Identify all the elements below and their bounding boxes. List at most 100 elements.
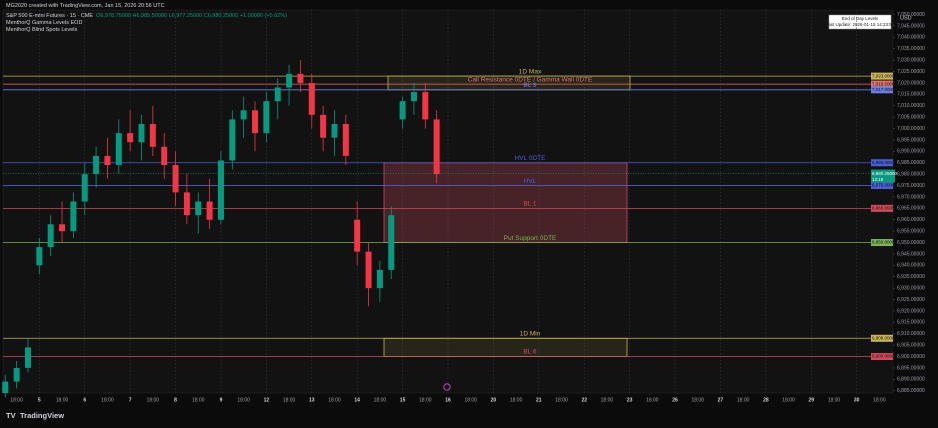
y-tick-label: 7,050.00000	[897, 12, 925, 18]
candle-body	[13, 367, 20, 382]
candle-body	[286, 73, 293, 88]
x-tick-label: 18:00	[510, 397, 523, 403]
y-tick-label: 6,965.00000	[897, 206, 925, 212]
level-tag-label: 6,900.00000	[872, 354, 898, 359]
y-tick-label: 6,910.00000	[897, 331, 925, 337]
candle-body	[195, 201, 202, 216]
level-name: BL 1	[523, 201, 537, 208]
brand[interactable]: TradingView	[20, 411, 64, 420]
y-tick-label: 6,990.00000	[897, 149, 925, 155]
candle-body	[274, 87, 281, 102]
x-tick-label: 18:00	[646, 397, 659, 403]
candle-body	[93, 155, 100, 175]
level-name: 1D Min	[520, 331, 541, 338]
y-tick-label: 6,940.00000	[897, 263, 925, 269]
y-tick-label: 7,025.00000	[897, 69, 925, 75]
candle-body	[149, 123, 156, 147]
level-tag-label: 6,985.00000	[872, 160, 898, 165]
level-tag	[871, 72, 893, 80]
x-tick-label: 18:00	[237, 397, 250, 403]
y-tick-label: 7,020.00000	[897, 80, 925, 86]
y-tick-label: 6,950.00000	[897, 240, 925, 246]
candle-body	[47, 224, 54, 248]
x-tick-label: 18:00	[828, 397, 841, 403]
y-tick-label: 6,960.00000	[897, 217, 925, 223]
x-tick-label: 21	[536, 397, 542, 403]
x-tick-label: 14	[354, 397, 360, 403]
level-name: HVL 0DTE	[515, 155, 546, 162]
x-tick-label: 18:00	[328, 397, 341, 403]
x-tick-label: 18:00	[601, 397, 614, 403]
x-tick-label: 5	[38, 397, 41, 403]
candle-body	[263, 101, 270, 134]
level-name: Put Support 0DTE	[504, 235, 557, 242]
candle-body	[240, 110, 247, 120]
x-tick-label: 18:00	[374, 397, 387, 403]
y-tick-label: 7,015.00000	[897, 92, 925, 98]
y-tick-label: 7,005.00000	[897, 114, 925, 120]
event-icon	[443, 383, 451, 391]
y-tick-label: 7,030.00000	[897, 57, 925, 63]
level-name: Call Resistance 0DTE / Gamma Wall 0DTE	[468, 76, 593, 83]
y-tick-label: 7,000.00000	[897, 126, 925, 132]
y-tick-label: 6,955.00000	[897, 228, 925, 234]
level-tag	[871, 159, 893, 167]
x-tick-label: 18:00	[737, 397, 750, 403]
x-tick-label: 18:00	[419, 397, 432, 403]
level-name: BL 6	[523, 349, 537, 356]
info-box	[828, 14, 892, 30]
candle-body	[365, 251, 372, 289]
x-tick-label: 18:00	[56, 397, 69, 403]
level-name: BL 3	[523, 82, 537, 89]
indicator: MenthorQ Blind Spots Levels	[6, 27, 78, 33]
y-tick-label: 6,980.00000	[897, 171, 925, 177]
credit: MG2020 created with TradingView.com, Jan…	[6, 3, 165, 9]
x-tick-label: 18:00	[10, 397, 23, 403]
candle-body	[127, 133, 134, 143]
x-tick-label: 26	[672, 397, 678, 403]
y-tick-label: 7,040.00000	[897, 35, 925, 41]
x-tick-label: 30	[854, 397, 860, 403]
x-tick-label: 18:00	[555, 397, 568, 403]
level-tag-label: 7,017.00000	[872, 87, 898, 92]
x-tick-label: 13	[309, 397, 315, 403]
level-name: HVL	[524, 178, 537, 185]
candle-body	[81, 174, 88, 202]
level-tag-label: 6,950.00000	[872, 240, 898, 245]
y-tick-label: 6,900.00000	[897, 354, 925, 360]
y-tick-label: 6,925.00000	[897, 297, 925, 303]
info-title: End of Day Levels	[842, 16, 879, 21]
x-tick-label: 18:00	[464, 397, 477, 403]
candle-body	[433, 119, 440, 175]
candle-body	[399, 101, 406, 120]
level-tag	[871, 86, 893, 94]
x-tick-label: 18:00	[192, 397, 205, 403]
level-tag-label: 7,019.50000	[872, 81, 898, 86]
y-tick-label: 7,035.00000	[897, 46, 925, 52]
x-tick-label: 18:00	[782, 397, 795, 403]
x-tick-label: 8	[174, 397, 177, 403]
candle-body	[2, 381, 9, 393]
level-name: 1D Max	[519, 68, 542, 75]
x-tick-label: 23	[627, 397, 633, 403]
x-tick-label: 20	[491, 397, 497, 403]
candle-body	[229, 119, 236, 161]
x-tick-label: 18:00	[283, 397, 296, 403]
level-tag-label: 6,908.00000	[872, 335, 898, 340]
y-tick-label: 6,970.00000	[897, 194, 925, 200]
candle-body	[217, 160, 224, 220]
x-tick-label: 6	[83, 397, 86, 403]
x-tick-label: 27	[718, 397, 724, 403]
candle-body	[172, 165, 179, 193]
candle-body	[376, 269, 383, 289]
x-tick-label: 12	[264, 397, 270, 403]
x-tick-label: 18:00	[691, 397, 704, 403]
candle-body	[59, 224, 66, 232]
x-tick-label: 15	[400, 397, 406, 403]
x-tick-label: 18:00	[101, 397, 114, 403]
brand-logo: TV	[6, 411, 16, 420]
last-price-tag	[871, 169, 895, 183]
